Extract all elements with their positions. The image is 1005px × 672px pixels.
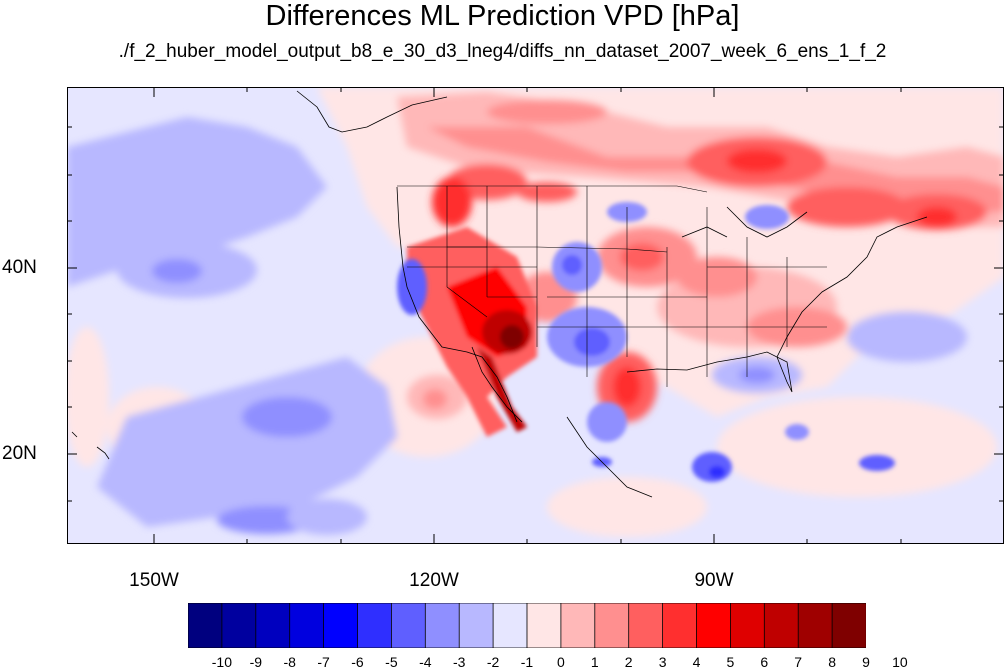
field-positive-southwest [407, 227, 537, 437]
colorbar-swatch [390, 602, 426, 649]
colorbar-swatch [289, 602, 325, 649]
colorbar-label: -6 [351, 654, 364, 670]
colorbar-swatch [560, 602, 596, 649]
plot-title: Differences ML Prediction VPD [hPa] [265, 0, 740, 32]
colorbar-swatch [255, 602, 291, 649]
colorbar-swatch [187, 602, 223, 649]
colorbar-swatch [492, 602, 528, 649]
colorbar-swatches [187, 602, 867, 649]
colorbar-swatch [221, 602, 257, 649]
colorbar-label: 9 [862, 654, 870, 670]
colorbar-label: 5 [726, 654, 735, 670]
colorbar-swatch [797, 602, 833, 649]
colorbar-label: 4 [692, 654, 701, 670]
colorbar-swatch [730, 602, 766, 649]
colorbar-label: 2 [624, 654, 633, 670]
colorbar-label: 7 [794, 654, 803, 670]
colorbar-label: -8 [283, 654, 296, 670]
colorbar-label: -1 [520, 654, 534, 670]
colorbar-label: -9 [249, 654, 263, 670]
x-tick-label-90w: 90W [694, 570, 734, 591]
colorbar-swatch [662, 602, 698, 649]
colorbar-label: 8 [828, 654, 836, 670]
colorbar-label: -2 [486, 654, 500, 670]
plot-subtitle: ./f_2_huber_model_output_b8_e_30_d3_lneg… [118, 41, 887, 62]
field-positive-north [397, 92, 1004, 230]
axis-ticks [67, 87, 1004, 544]
colorbar-swatch [526, 602, 562, 649]
colorbar-swatch [424, 602, 460, 649]
colorbar-swatch [323, 602, 359, 649]
colorbar-swatch [696, 602, 732, 649]
colorbar-labels: -10 -9 -8 -7 -6 -5 -4 -3 -2 -1 0 1 2 3 4 5 6 7 8 9 10 [0, 654, 1005, 672]
x-tick-label-150w: 150W [129, 570, 179, 591]
colorbar-label: 1 [590, 654, 599, 670]
y-tick-label-40n: 40N [2, 257, 37, 278]
colorbar-label: 10 [892, 654, 908, 670]
colorbar-swatch [831, 602, 867, 649]
field-negative-ocean [67, 117, 967, 535]
colorbar-swatch [458, 602, 494, 649]
colorbar-label: -3 [452, 654, 466, 670]
colorbar-label: -10 [211, 654, 233, 670]
x-tick-label-120w: 120W [409, 570, 459, 591]
colorbar-label: -7 [317, 654, 330, 670]
colorbar-swatch [357, 602, 393, 649]
map-frame [67, 87, 1004, 544]
colorbar-label: 0 [556, 654, 565, 670]
colorbar [187, 602, 867, 649]
colorbar-label: 6 [760, 654, 769, 670]
y-tick-label-20n: 20N [2, 443, 37, 464]
map-canvas [67, 87, 1004, 544]
colorbar-label: -5 [385, 654, 398, 670]
colorbar-swatch [594, 602, 630, 649]
coastline [71, 90, 928, 498]
colorbar-swatch [628, 602, 664, 649]
colorbar-label: -4 [419, 654, 432, 670]
vpd-difference-map [67, 87, 1004, 544]
colorbar-swatch [763, 602, 799, 649]
colorbar-label: 3 [658, 654, 667, 670]
state-borders [397, 185, 827, 387]
